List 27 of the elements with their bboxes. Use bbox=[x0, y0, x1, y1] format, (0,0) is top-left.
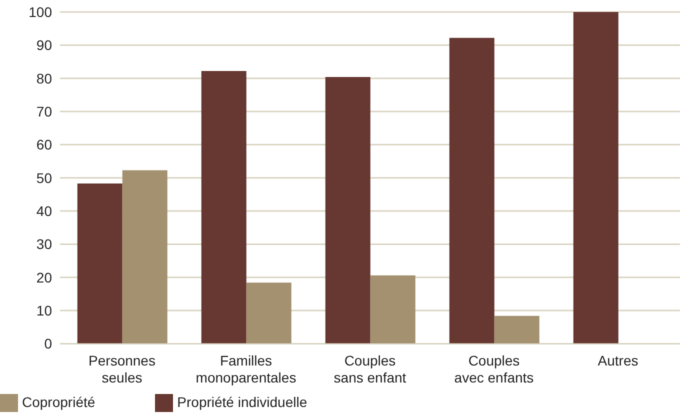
y-tick-label: 90 bbox=[36, 37, 52, 54]
y-tick-label: 100 bbox=[28, 4, 52, 20]
bar bbox=[201, 71, 246, 344]
x-tick-label: Couples avec enfants bbox=[454, 352, 534, 386]
bar bbox=[246, 282, 292, 344]
legend-label: Copropriété bbox=[22, 394, 96, 410]
legend-label: Propriété individuelle bbox=[177, 394, 308, 410]
bar bbox=[573, 12, 618, 344]
y-tick-label: 40 bbox=[36, 202, 52, 219]
y-tick-label: 80 bbox=[36, 70, 52, 86]
y-tick-label: 70 bbox=[36, 103, 52, 120]
y-tick-label: 10 bbox=[36, 302, 52, 319]
y-tick-label: 20 bbox=[36, 269, 52, 286]
x-tick-label: Familles monoparentales bbox=[196, 352, 296, 386]
bar bbox=[449, 38, 494, 344]
bar bbox=[77, 183, 122, 344]
bar bbox=[370, 275, 416, 344]
bar bbox=[122, 170, 168, 344]
bar bbox=[325, 77, 370, 344]
x-tick-label: Couples sans enfant bbox=[334, 352, 406, 386]
y-tick-label: 60 bbox=[36, 136, 52, 153]
y-tick-label: 30 bbox=[36, 236, 52, 252]
bar bbox=[494, 316, 540, 344]
y-tick-label: 0 bbox=[44, 336, 52, 352]
x-tick-label: Personnes seules bbox=[88, 352, 156, 386]
y-tick-label: 50 bbox=[36, 170, 52, 186]
x-tick-label: Autres bbox=[598, 352, 638, 369]
